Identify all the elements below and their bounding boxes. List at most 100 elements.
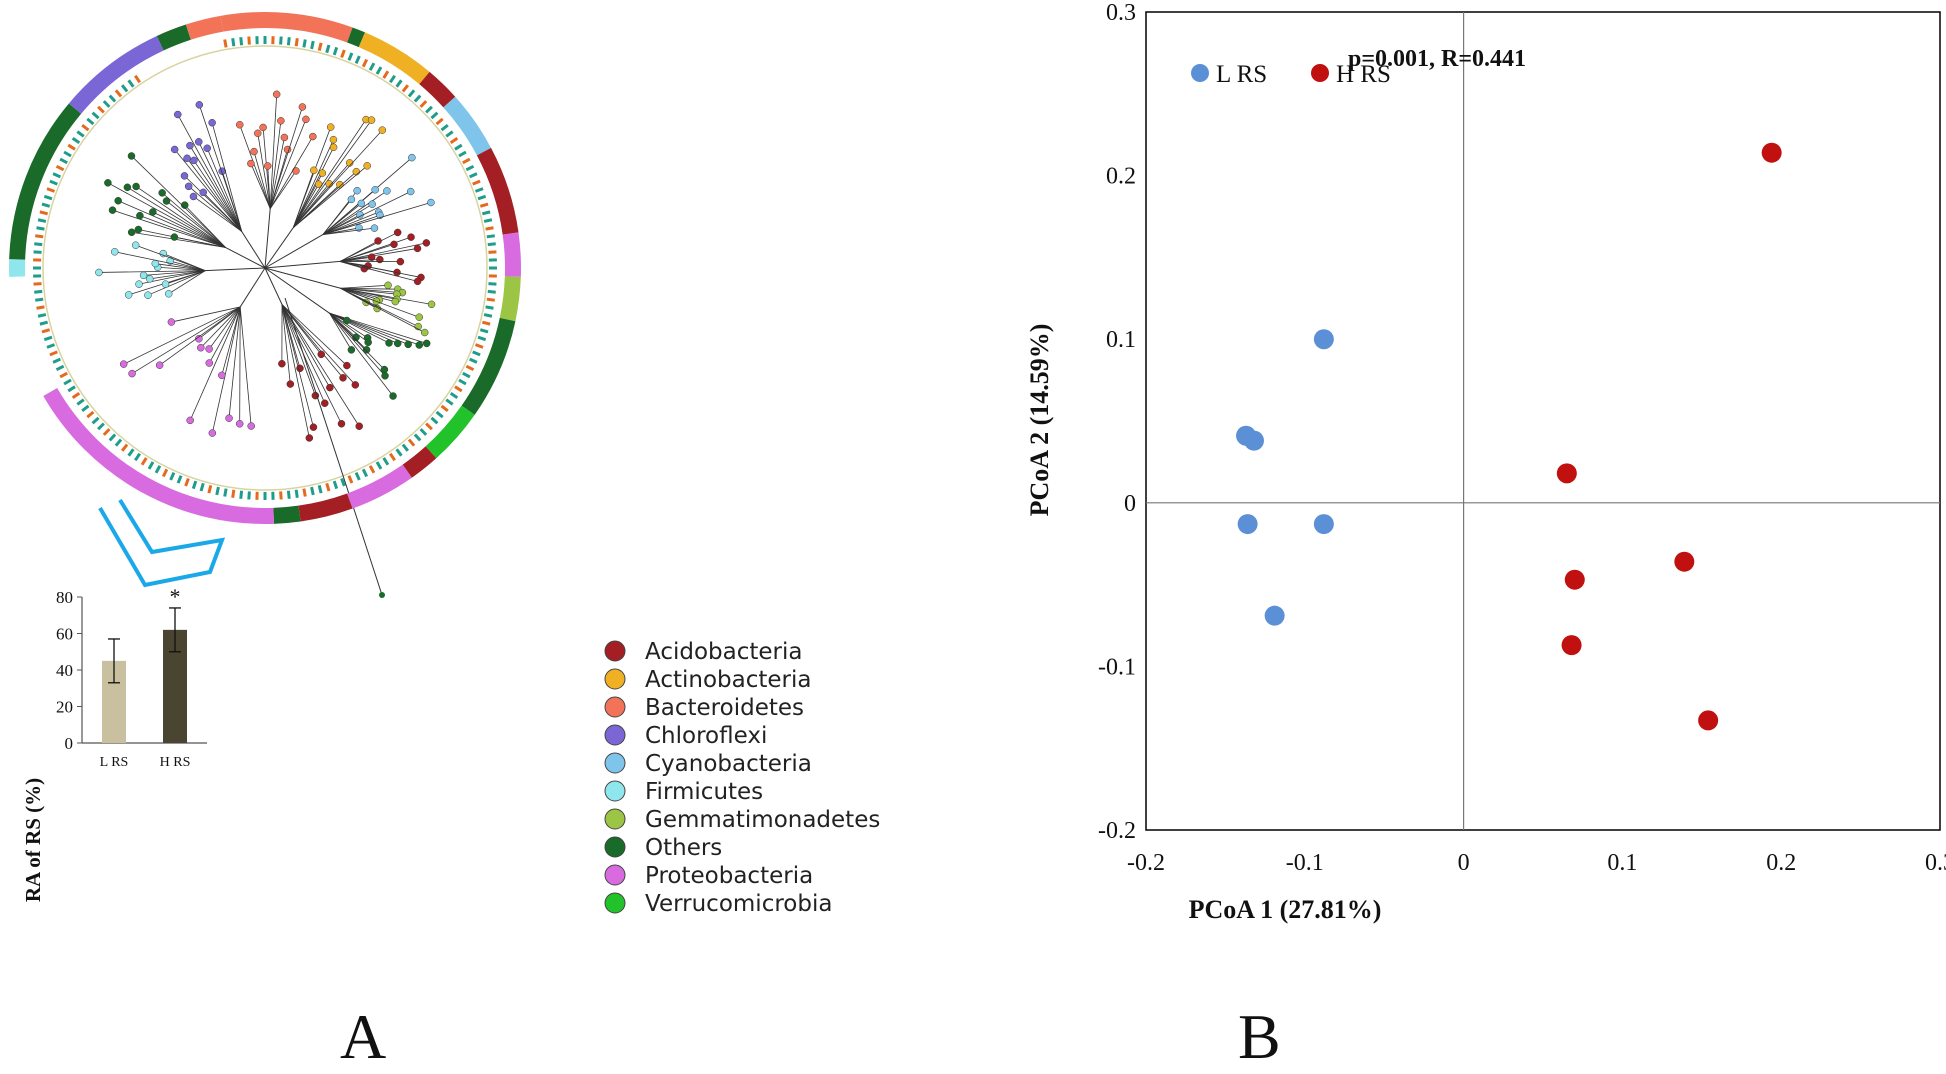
tree-tip (408, 154, 415, 161)
marker-tick (149, 462, 153, 469)
marker-tick (87, 412, 93, 417)
marker-tick (304, 40, 305, 48)
marker-tick (34, 284, 42, 285)
marker-tick (60, 373, 67, 377)
marker-tick (384, 458, 388, 465)
marker-tick (446, 132, 452, 137)
marker-tick (363, 469, 367, 476)
marker-tick (409, 90, 414, 96)
marker-tick (193, 481, 195, 489)
tree-tip (281, 134, 288, 141)
marker-tick (225, 40, 226, 48)
marker-tick (463, 373, 470, 377)
tree-tip (129, 370, 136, 377)
marker-tick (34, 244, 42, 245)
phylum-ring-segment (407, 452, 431, 471)
marker-tick (437, 119, 443, 124)
marker-tick (296, 38, 297, 46)
legend-label: H RS (1336, 61, 1391, 88)
tree-tip (254, 130, 261, 137)
marker-tick (327, 483, 329, 491)
marker-tick (142, 458, 146, 465)
legend-marker (1191, 64, 1209, 82)
tree-branch (293, 184, 318, 227)
marker-tick (442, 125, 448, 130)
marker-tick (122, 445, 127, 451)
marker-tick (47, 189, 55, 192)
marker-tick (53, 359, 60, 362)
marker-tick (370, 466, 374, 473)
marker-tick (459, 380, 466, 384)
marker-tick (281, 491, 282, 499)
bar-y-tick-label: 20 (56, 698, 73, 717)
x-axis-label: PCoA 1 (27.81%) (1189, 895, 1382, 924)
bar-category-label: L RS (100, 755, 129, 770)
tree-tip (414, 245, 421, 252)
marker-tick (304, 489, 305, 497)
marker-tick (288, 491, 289, 499)
tree-tip (109, 207, 116, 214)
marker-tick (201, 483, 203, 491)
marker-tick (363, 59, 367, 66)
marker-tick (312, 487, 314, 495)
phylum-ring-segment (160, 32, 188, 43)
tree-tip (136, 281, 143, 288)
marker-tick (484, 315, 492, 317)
tree-tip (310, 167, 317, 174)
tree-tip (200, 189, 207, 196)
legend-label: Firmicutes (645, 779, 763, 805)
tree-tip (327, 124, 334, 131)
phylum-ring-segment (424, 78, 449, 102)
tree-tip (352, 381, 359, 388)
tree-branch (124, 307, 240, 364)
marker-tick (478, 337, 486, 339)
tree-branch (282, 305, 347, 366)
tree-branch (140, 216, 226, 248)
tree-tip (196, 101, 203, 108)
tree-tip (174, 111, 181, 118)
phylum-ring-segment (431, 410, 468, 452)
tree-branch (329, 313, 385, 376)
tree-tip (120, 361, 127, 368)
legend-label: Proteobacteria (645, 863, 813, 889)
marker-tick (431, 418, 437, 423)
legend-swatch (605, 753, 625, 773)
marker-tick (217, 487, 219, 495)
marker-tick (334, 47, 336, 55)
tree-tip (218, 372, 225, 379)
tree-tip (371, 225, 378, 232)
tree-tip (128, 152, 135, 159)
legend-label: Bacteroidetes (645, 695, 804, 721)
marker-tick (35, 299, 43, 300)
phylum-ring-segment (222, 20, 350, 35)
marker-tick (437, 412, 443, 417)
tree-tip (318, 351, 325, 358)
marker-tick (110, 96, 115, 102)
marker-tick (288, 37, 289, 45)
marker-tick (37, 228, 45, 229)
marker-tick (390, 454, 394, 461)
marker-tick (129, 80, 134, 86)
lrs-point (1314, 514, 1334, 534)
marker-tick (421, 429, 427, 435)
tree-tip (156, 362, 163, 369)
phylum-ring-segment (508, 277, 513, 320)
marker-tick (116, 440, 121, 446)
pcoa-tick-labels: -0.2-0.100.10.20.3-0.2-0.100.10.20.3 (1098, 0, 1946, 876)
tree-tip (356, 423, 363, 430)
marker-tick (415, 434, 420, 440)
bar-category-label: H RS (160, 755, 191, 770)
tree-tip (135, 226, 142, 233)
marker-tick (53, 174, 60, 177)
bar-y-tick-label: 60 (56, 625, 73, 644)
tree-tip (365, 339, 372, 346)
lrs-point (1314, 329, 1334, 349)
marker-tick (390, 76, 394, 83)
tree-tip (302, 116, 309, 123)
tree-branch (323, 192, 411, 235)
legend-swatch (605, 865, 625, 885)
marker-tick (342, 50, 345, 58)
tree-tip (260, 124, 267, 131)
tree-branch (265, 268, 329, 313)
bar-y-tick-label: 80 (56, 588, 73, 607)
